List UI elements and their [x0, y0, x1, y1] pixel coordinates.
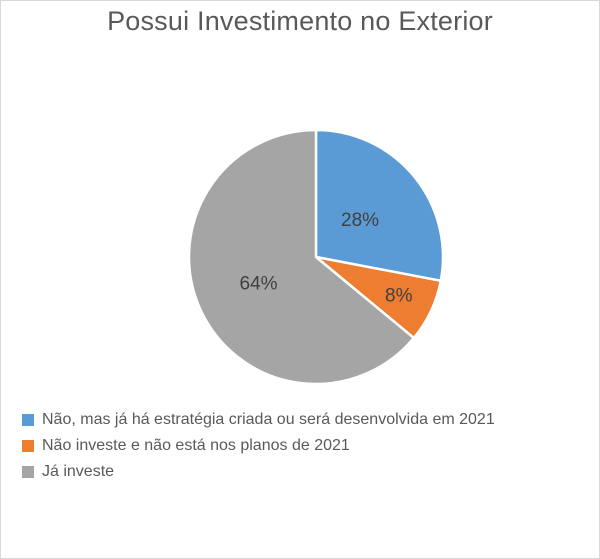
data-label-strategy: 28% [341, 210, 379, 231]
legend-item-no-plans: Não investe e não está nos planos de 202… [22, 434, 582, 457]
legend: Não, mas já há estratégia criada ou será… [22, 408, 582, 486]
legend-swatch-invests [22, 466, 34, 478]
legend-swatch-no-plans [22, 440, 34, 452]
data-label-no-plans: 8% [385, 285, 413, 306]
legend-item-strategy: Não, mas já há estratégia criada ou será… [22, 408, 582, 431]
pie-slice-invests [187, 128, 416, 386]
legend-swatch-strategy [22, 414, 34, 426]
data-label-invests: 64% [240, 274, 278, 295]
legend-item-invests: Já investe [22, 460, 582, 483]
pie-chart: 28% 8% 64% [187, 128, 445, 386]
legend-label-invests: Já investe [42, 463, 115, 480]
chart-title: Possui Investimento no Exterior [107, 6, 493, 36]
legend-label-strategy: Não, mas já há estratégia criada ou será… [42, 411, 495, 428]
legend-label-no-plans: Não investe e não está nos planos de 202… [42, 437, 350, 454]
pie-slice-strategy [314, 128, 445, 283]
